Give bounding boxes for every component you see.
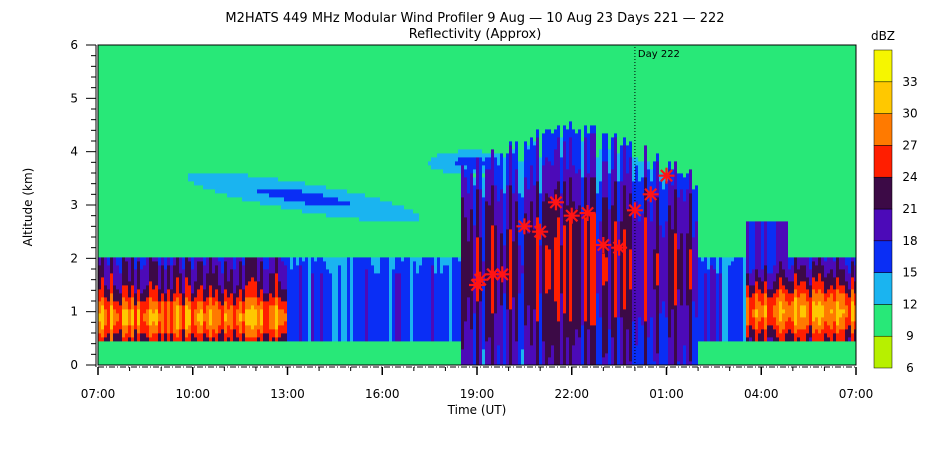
x-axis-label: Time (UT) bbox=[447, 403, 507, 417]
marker-7 bbox=[563, 207, 580, 224]
plot-area: Day 222 bbox=[97, 44, 857, 368]
colorbar-tick-label-2: 12 bbox=[902, 297, 917, 311]
x-tick-label-0: 07:00 bbox=[81, 387, 116, 401]
y-tick-label-1: 1 bbox=[70, 305, 78, 319]
x-tick-label-4: 19:00 bbox=[460, 387, 495, 401]
chart-title: M2HATS 449 MHz Modular Wind Profiler 9 A… bbox=[225, 11, 724, 26]
marker-9 bbox=[595, 237, 612, 253]
y-axis-label: Altitude (km) bbox=[21, 168, 35, 247]
colorbar-cell-4 bbox=[873, 208, 893, 242]
marker-1 bbox=[472, 271, 489, 288]
marker-10 bbox=[611, 239, 628, 256]
colorbar: dBZ 6 9 12 15 18 21 24 27 30 33 bbox=[871, 29, 918, 375]
colorbar-cell-6 bbox=[873, 145, 893, 178]
x-tick-label-7: 04:00 bbox=[744, 387, 779, 401]
colorbar-cell-3 bbox=[873, 240, 893, 273]
colorbar-cell-7 bbox=[873, 113, 893, 146]
colorbar-cell-8 bbox=[873, 81, 893, 114]
colorbar-tick-label-1: 9 bbox=[906, 329, 914, 343]
y-axis: 0 1 2 3 4 5 6 bbox=[70, 38, 97, 372]
colorbar-cell-0 bbox=[873, 335, 893, 369]
marker-6 bbox=[547, 194, 564, 211]
y-tick-label-5: 5 bbox=[70, 91, 78, 105]
y-tick-label-2: 2 bbox=[70, 251, 78, 265]
colorbar-cell-1 bbox=[873, 304, 893, 337]
colorbar-tick-label-6: 24 bbox=[902, 170, 917, 184]
colorbar-tick-label-4: 18 bbox=[902, 234, 917, 248]
marker-12 bbox=[642, 186, 659, 203]
marker-3 bbox=[494, 266, 511, 283]
y-tick-label-4: 4 bbox=[70, 145, 78, 159]
marker-11 bbox=[626, 202, 643, 219]
x-tick-label-3: 16:00 bbox=[365, 387, 400, 401]
x-tick-label-5: 22:00 bbox=[554, 387, 589, 401]
plot-frame bbox=[97, 44, 857, 366]
colorbar-tick-label-0: 6 bbox=[906, 361, 914, 375]
x-tick-label-8: 07:00 bbox=[839, 387, 874, 401]
x-axis: 07:00 10:00 13:00 16:00 19:00 22:00 01:00 04:00… bbox=[81, 367, 874, 401]
marker-4 bbox=[516, 218, 533, 235]
colorbar-tick-label-8: 30 bbox=[902, 107, 917, 121]
day-marker-label: Day 222 bbox=[638, 49, 680, 60]
x-tick-label-6: 01:00 bbox=[649, 387, 684, 401]
reflectivity-field bbox=[98, 45, 856, 365]
marker-layer bbox=[469, 167, 675, 293]
marker-13 bbox=[658, 167, 675, 184]
y-tick-label-3: 3 bbox=[70, 198, 78, 212]
colorbar-tick-label-7: 27 bbox=[902, 138, 917, 152]
chart-subtitle: Reflectivity (Approx) bbox=[409, 27, 542, 42]
colorbar-cell-5 bbox=[873, 176, 893, 210]
x-tick-label-2: 13:00 bbox=[270, 387, 305, 401]
colorbar-tick-label-9: 33 bbox=[902, 75, 917, 89]
colorbar-cell-9 bbox=[873, 49, 893, 83]
y-tick-label-6: 6 bbox=[70, 38, 78, 52]
marker-8 bbox=[579, 205, 596, 221]
marker-5 bbox=[532, 223, 549, 240]
colorbar-tick-label-5: 21 bbox=[902, 202, 917, 216]
y-tick-label-0: 0 bbox=[70, 358, 78, 372]
x-tick-label-1: 10:00 bbox=[175, 387, 210, 401]
colorbar-unit: dBZ bbox=[871, 29, 895, 43]
colorbar-cell-2 bbox=[873, 272, 893, 305]
colorbar-tick-label-3: 15 bbox=[902, 266, 917, 280]
